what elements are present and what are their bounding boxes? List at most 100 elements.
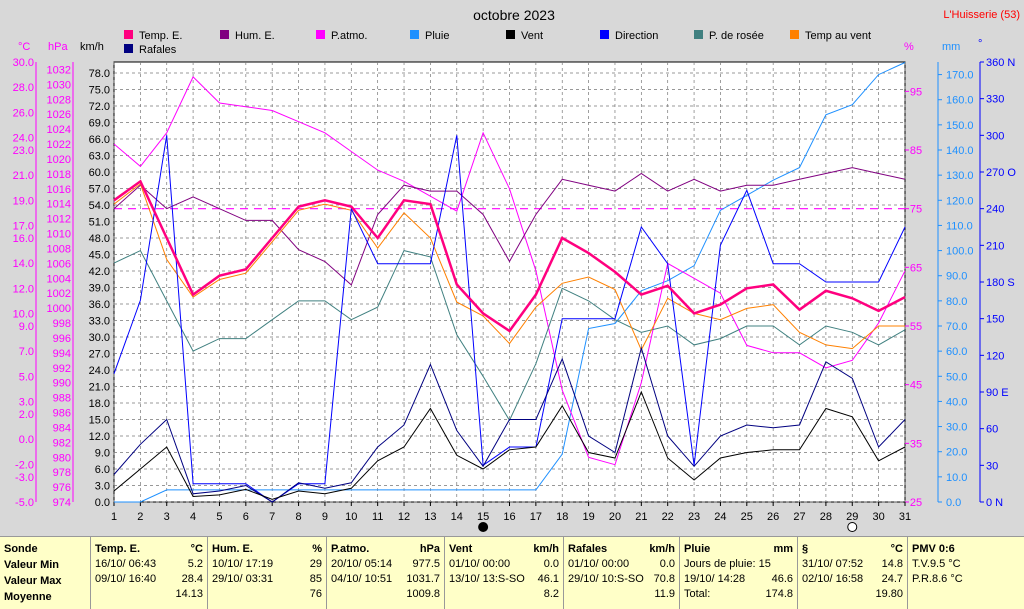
- dir-tick-label: 120: [986, 350, 1004, 362]
- stats-header-unit: mm: [773, 543, 793, 555]
- stats-row: 29/10/ 03:31 85: [212, 572, 322, 587]
- station-name: L'Huisserie (53): [943, 9, 1020, 21]
- stats-header-unit: °C: [890, 543, 903, 555]
- stats-cell-label: 01/10/ 00:00: [568, 558, 630, 570]
- rain-tick-label: 20.0: [946, 447, 967, 459]
- wind-tick-label: 54.0: [89, 200, 110, 212]
- legend-label: Temp. E.: [139, 30, 182, 42]
- stats-row: Total: 174.8: [684, 587, 793, 602]
- temp-tick-label: 21.0: [13, 170, 34, 182]
- temp-tick-label: 14.0: [13, 258, 34, 270]
- x-tick-label: 12: [398, 511, 410, 523]
- press-tick-label: 1022: [47, 139, 71, 151]
- series-line-direction: [113, 135, 906, 503]
- wind-tick-label: 21.0: [89, 382, 110, 394]
- x-tick-label: 9: [322, 511, 328, 523]
- rain-tick-label: 160.0: [946, 95, 974, 107]
- stats-cell-value: 174.8: [765, 588, 793, 600]
- x-tick-label: 24: [714, 511, 726, 523]
- stats-cell-label: 31/10/ 07:52: [802, 558, 864, 570]
- legend-swatch: [600, 30, 609, 39]
- stats-panel: Sonde Valeur Min Valeur Max Moyenne Temp…: [0, 536, 1024, 609]
- hum-tick-label: 75: [910, 204, 922, 216]
- press-tick-label: 988: [53, 393, 71, 405]
- rain-tick-label: 140.0: [946, 145, 974, 157]
- axis-units: °C hPa km/h % mm °: [18, 38, 982, 53]
- stats-cell-value: 0.0: [543, 558, 559, 570]
- weather-chart: octobre 2023 L'Huisserie (53) Temp. E. Hu…: [12, 7, 1020, 532]
- stats-row: 01/10/ 00:00 0.0: [449, 557, 559, 572]
- x-tick-label: 3: [164, 511, 170, 523]
- wind-tick-label: 30.0: [89, 332, 110, 344]
- stats-header: PMV 0:6: [912, 541, 1010, 557]
- x-tick-label: 20: [609, 511, 621, 523]
- dir-tick-label: 240: [986, 204, 1004, 216]
- stats-cell-value: 46.6: [771, 573, 793, 585]
- series-line-temp-e-: [113, 179, 906, 333]
- press-tick-label: 1016: [47, 184, 71, 196]
- stats-cell-label: Total:: [684, 588, 711, 600]
- temp-unit-label: °C: [18, 41, 30, 53]
- stats-cell-label: 01/10/ 00:00: [449, 558, 511, 570]
- stats-header-title: Temp. E.: [95, 543, 141, 555]
- legend-label: Hum. E.: [235, 30, 275, 42]
- stats-cell-label: 19/10/ 14:28: [684, 573, 746, 585]
- press-tick-label: 1000: [47, 303, 71, 315]
- series-line-vent: [113, 390, 906, 500]
- wind-tick-label: 12.0: [89, 431, 110, 443]
- stats-row: 04/10/ 10:51 1031.7: [331, 572, 440, 587]
- press-tick-label: 1006: [47, 258, 71, 270]
- legend-swatch: [506, 30, 515, 39]
- press-tick-label: 978: [53, 467, 71, 479]
- wind-tick-label: 36.0: [89, 299, 110, 311]
- press-tick-label: 1018: [47, 169, 71, 181]
- stats-cell-value: 11.9: [654, 588, 675, 600]
- wind-tick-label: 3.0: [95, 481, 110, 493]
- x-tick-label: 1: [111, 511, 117, 523]
- temp-tick-label: 19.0: [13, 195, 34, 207]
- temp-tick-label: 12.0: [13, 283, 34, 295]
- rain-tick-label: 80.0: [946, 296, 967, 308]
- stats-row: 14.13: [95, 587, 203, 602]
- dir-tick-label: 360 N: [986, 57, 1015, 69]
- press-tick-label: 998: [53, 318, 71, 330]
- dir-tick-label: 270 O: [986, 167, 1016, 179]
- stats-column: Vent km/h 01/10/ 00:00 0.0 13/10/ 13:S-SO 46.…: [444, 537, 563, 609]
- x-axis: 1 2 3 4 5 6 7 8 9 10 11 12 13 14 15 16 17 18 19 20 21 22 23 24 2…: [111, 502, 911, 532]
- stats-column: Hum. E.% 10/10/ 17:19 29 29/10/ 03:31 85 76: [207, 537, 326, 609]
- stats-column: P.atmo. hPa 20/10/ 05:14 977.5 04/10/ 10:51 1…: [326, 537, 444, 609]
- rain-tick-label: 130.0: [946, 170, 974, 182]
- wind-unit-label: km/h: [80, 41, 104, 53]
- stats-column: Rafales km/h 01/10/ 00:00 0.0 29/10/ 10:S-SO…: [563, 537, 679, 609]
- stats-cell-value: 1009.8: [406, 588, 440, 600]
- press-tick-label: 976: [53, 482, 71, 494]
- wind-tick-label: 15.0: [89, 415, 110, 427]
- stats-cell-value: 24.7: [881, 573, 903, 585]
- x-tick-label: 14: [451, 511, 463, 523]
- wind-tick-label: 60.0: [89, 167, 110, 179]
- stats-header-unit: °C: [190, 543, 203, 555]
- stats-cell-label: 10/10/ 17:19: [212, 558, 274, 570]
- press-tick-label: 980: [53, 452, 71, 464]
- stats-cell-value: 977.5: [412, 558, 440, 570]
- dir-tick-label: 60: [986, 424, 998, 436]
- temp-tick-label: 26.0: [13, 107, 34, 119]
- stats-header: P.atmo. hPa: [331, 541, 440, 557]
- series-line-rafales: [113, 346, 906, 503]
- wind-tick-label: 27.0: [89, 349, 110, 361]
- temp-tick-label: 16.0: [13, 233, 34, 245]
- x-tick-label: 15: [477, 511, 489, 523]
- stats-row: 10/10/ 17:19 29: [212, 557, 322, 572]
- stats-header-title: Hum. E.: [212, 543, 253, 555]
- rain-tick-label: 30.0: [946, 422, 967, 434]
- left-axes: 30.028.026.024.023.021.019.017.016.014.0…: [13, 57, 110, 509]
- rain-tick-label: 90.0: [946, 271, 967, 283]
- press-tick-label: 992: [53, 363, 71, 375]
- wind-tick-label: 33.0: [89, 316, 110, 328]
- rain-tick-label: 50.0: [946, 371, 967, 383]
- stats-cell-label: Jours de pluie: 15: [684, 558, 771, 570]
- press-tick-label: 996: [53, 333, 71, 345]
- series-lines: [113, 62, 906, 503]
- x-tick-label: 13: [424, 511, 436, 523]
- x-tick-label: 7: [269, 511, 275, 523]
